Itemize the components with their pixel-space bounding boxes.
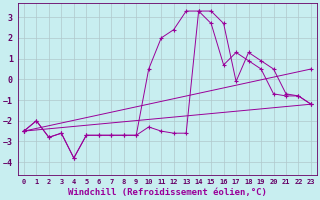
X-axis label: Windchill (Refroidissement éolien,°C): Windchill (Refroidissement éolien,°C) [68,188,267,197]
